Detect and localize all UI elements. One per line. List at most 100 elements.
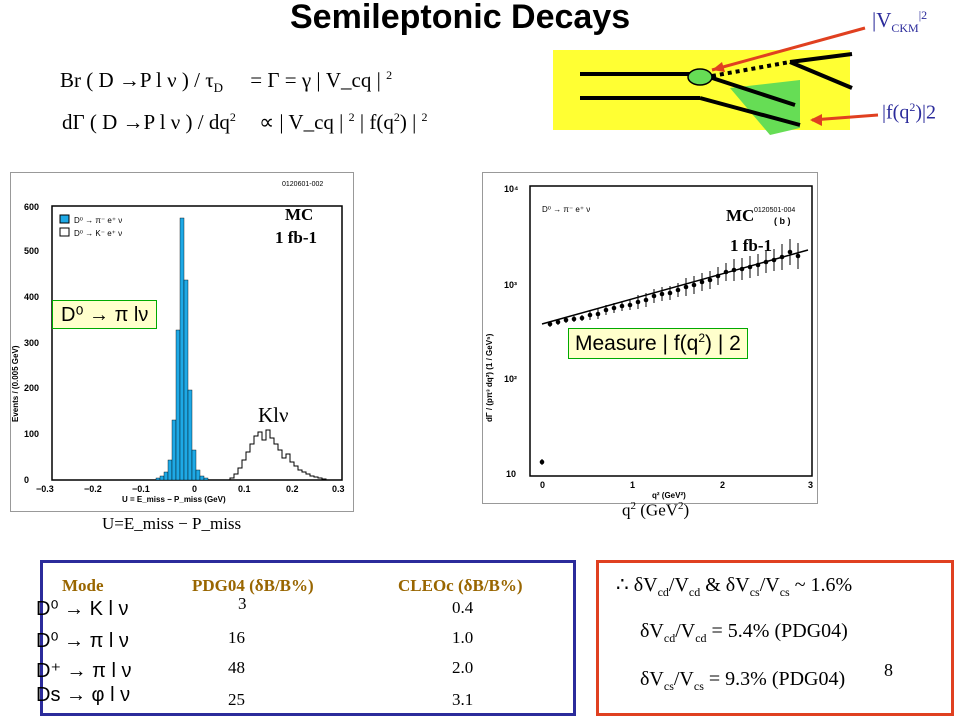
result-text: /V <box>759 574 780 596</box>
left-caption: U=E_miss − P_miss <box>102 514 242 533</box>
result-sub: cd <box>695 631 707 645</box>
legend-swatch-k <box>59 227 70 237</box>
x-tick: −0.3 <box>36 484 54 494</box>
decay-diagram-background <box>553 50 850 130</box>
right-scatter: 10 10² 10³ 10⁴ 0 1 2 3 0120501-004 ( b )… <box>485 184 813 500</box>
legend-swatch-pi <box>59 214 70 224</box>
ckm-text: |V <box>872 8 892 32</box>
x-tick: 1 <box>630 480 635 490</box>
formula-text: ∝ | V_cq | <box>259 110 349 134</box>
data-points <box>539 239 801 465</box>
table-header-pdg: PDG04 (δB/B%) <box>192 576 314 595</box>
x-axis-ticks: −0.3 −0.2 −0.1 0 0.1 0.2 0.3 <box>36 484 345 494</box>
w-boson-line <box>711 60 791 78</box>
vertex-blob <box>687 68 713 86</box>
ckm-arrow <box>711 26 866 72</box>
x-tick: −0.2 <box>84 484 102 494</box>
result-sub: cd <box>688 585 701 599</box>
formula-text: | f(q <box>354 110 394 134</box>
x-tick: 0 <box>540 480 545 490</box>
histogram-bar <box>159 475 165 481</box>
fit-line <box>541 249 809 325</box>
result-text: /V <box>675 620 696 642</box>
result-text: ~ 1.6% <box>789 574 853 596</box>
formula-sup: 2 <box>348 110 355 124</box>
x-tick: 3 <box>808 480 813 490</box>
y-tick: 200 <box>24 383 39 393</box>
histogram-bar <box>167 459 173 481</box>
table-row-cleo: 2.0 <box>452 658 474 677</box>
lepton-line <box>789 52 853 64</box>
plot-frame <box>529 185 813 477</box>
result-sub: cd <box>657 585 669 599</box>
panel-label: ( b ) <box>774 216 791 226</box>
x-axis-label: U = E_miss − P_miss (GeV) <box>122 495 226 504</box>
y-tick: 0 <box>24 475 29 485</box>
x-axis-label: q² (GeV²) <box>652 491 686 500</box>
page-number: 8 <box>884 660 893 680</box>
y-tick: 600 <box>24 202 39 212</box>
x-tick: −0.1 <box>132 484 150 494</box>
result-text: δV <box>640 668 664 690</box>
y-tick: 10 <box>506 469 516 479</box>
table-row-pdg: 3 <box>238 594 247 613</box>
caption-text: q <box>622 500 631 520</box>
y-axis-label: Events / (0.005 GeV) <box>11 345 20 422</box>
table-row-cleo: 3.1 <box>452 690 474 709</box>
plot-id: 0120601-002 <box>282 181 323 188</box>
measure-sup: 2 <box>698 331 706 345</box>
formula-sup: 2 <box>229 110 236 124</box>
y-tick: 300 <box>24 338 39 348</box>
x-tick: 0.1 <box>238 484 251 494</box>
histogram-bar <box>195 469 201 481</box>
decay-label-box: D⁰ → π lν <box>52 300 158 329</box>
result-sub: cd <box>663 631 676 645</box>
formula-text: Br ( D →P l ν ) / τ <box>60 68 214 92</box>
result-sub: cs <box>779 585 790 599</box>
histogram-bar <box>199 475 205 481</box>
formula-text: = Γ = γ | V_cq | <box>250 68 387 92</box>
x-axis-ticks: 0 1 2 3 <box>540 480 813 490</box>
neutrino-line <box>789 60 853 90</box>
left-histogram: 0 100 200 300 400 500 600 −0.3 −0.2 −0.1… <box>11 181 345 504</box>
table-row-mode: D⁺ → π l ν <box>36 660 132 682</box>
histogram-bar <box>171 419 177 481</box>
y-tick: 10⁴ <box>504 184 518 194</box>
ff-arrow <box>811 113 879 122</box>
ff-arrowhead <box>810 114 822 126</box>
k-peak-histogram <box>229 429 327 480</box>
y-tick: 100 <box>24 429 39 439</box>
ff-text-end: )|2 <box>915 101 936 124</box>
legend-k: D⁰ → K⁻ e⁺ ν <box>74 229 122 238</box>
result-text: /V <box>668 574 689 596</box>
x-tick: 0 <box>192 484 197 494</box>
y-tick: 10² <box>504 374 517 384</box>
branching-ratio-formula: Br ( D →P l ν ) / τD = Γ = γ | V_cq | 2 <box>60 68 392 96</box>
left-mc-label: MC <box>285 205 314 224</box>
table-row-cleo: 1.0 <box>452 628 474 647</box>
differential-rate-formula: dΓ ( D →P l ν ) / dq2 ∝ | V_cq | 2 | f(q… <box>62 110 428 135</box>
table-header-cleo: CLEOc (δB/B%) <box>398 576 523 595</box>
formula-sub: D <box>213 80 224 96</box>
x-tick: 0.3 <box>332 484 345 494</box>
x-tick: 2 <box>720 480 725 490</box>
result-text: /V <box>673 668 694 690</box>
formula-sup: 2 <box>421 110 428 124</box>
table-header-mode: Mode <box>62 576 104 595</box>
histogram-bar <box>155 477 161 481</box>
table-row-pdg: 16 <box>228 628 245 647</box>
result-text: δV <box>640 620 664 642</box>
result-sub: cs <box>693 679 704 693</box>
caption-text: ) <box>683 500 690 520</box>
precision-table <box>40 560 576 716</box>
y-tick: 10³ <box>504 280 517 290</box>
histogram-bar <box>203 477 209 481</box>
table-row-pdg: 25 <box>228 690 245 709</box>
measure-text-end: ) | 2 <box>705 332 741 355</box>
ff-text: |f(q <box>882 101 910 124</box>
decay-diagram <box>580 26 879 135</box>
caption-text: (GeV <box>636 500 679 520</box>
y-axis-label: dΓ / (pπ³ dq²) (1 / GeV⁵) <box>485 333 494 422</box>
form-factor-label: |f(q2)|2 <box>882 100 936 125</box>
y-tick: 400 <box>24 292 39 302</box>
